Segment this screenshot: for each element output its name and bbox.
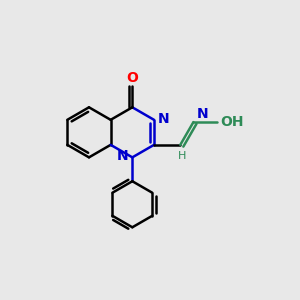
Text: N: N [158,112,170,126]
Text: N: N [117,149,128,164]
Text: OH: OH [220,115,244,129]
Text: H: H [178,151,186,161]
Text: N: N [197,106,208,121]
Text: O: O [126,70,138,85]
